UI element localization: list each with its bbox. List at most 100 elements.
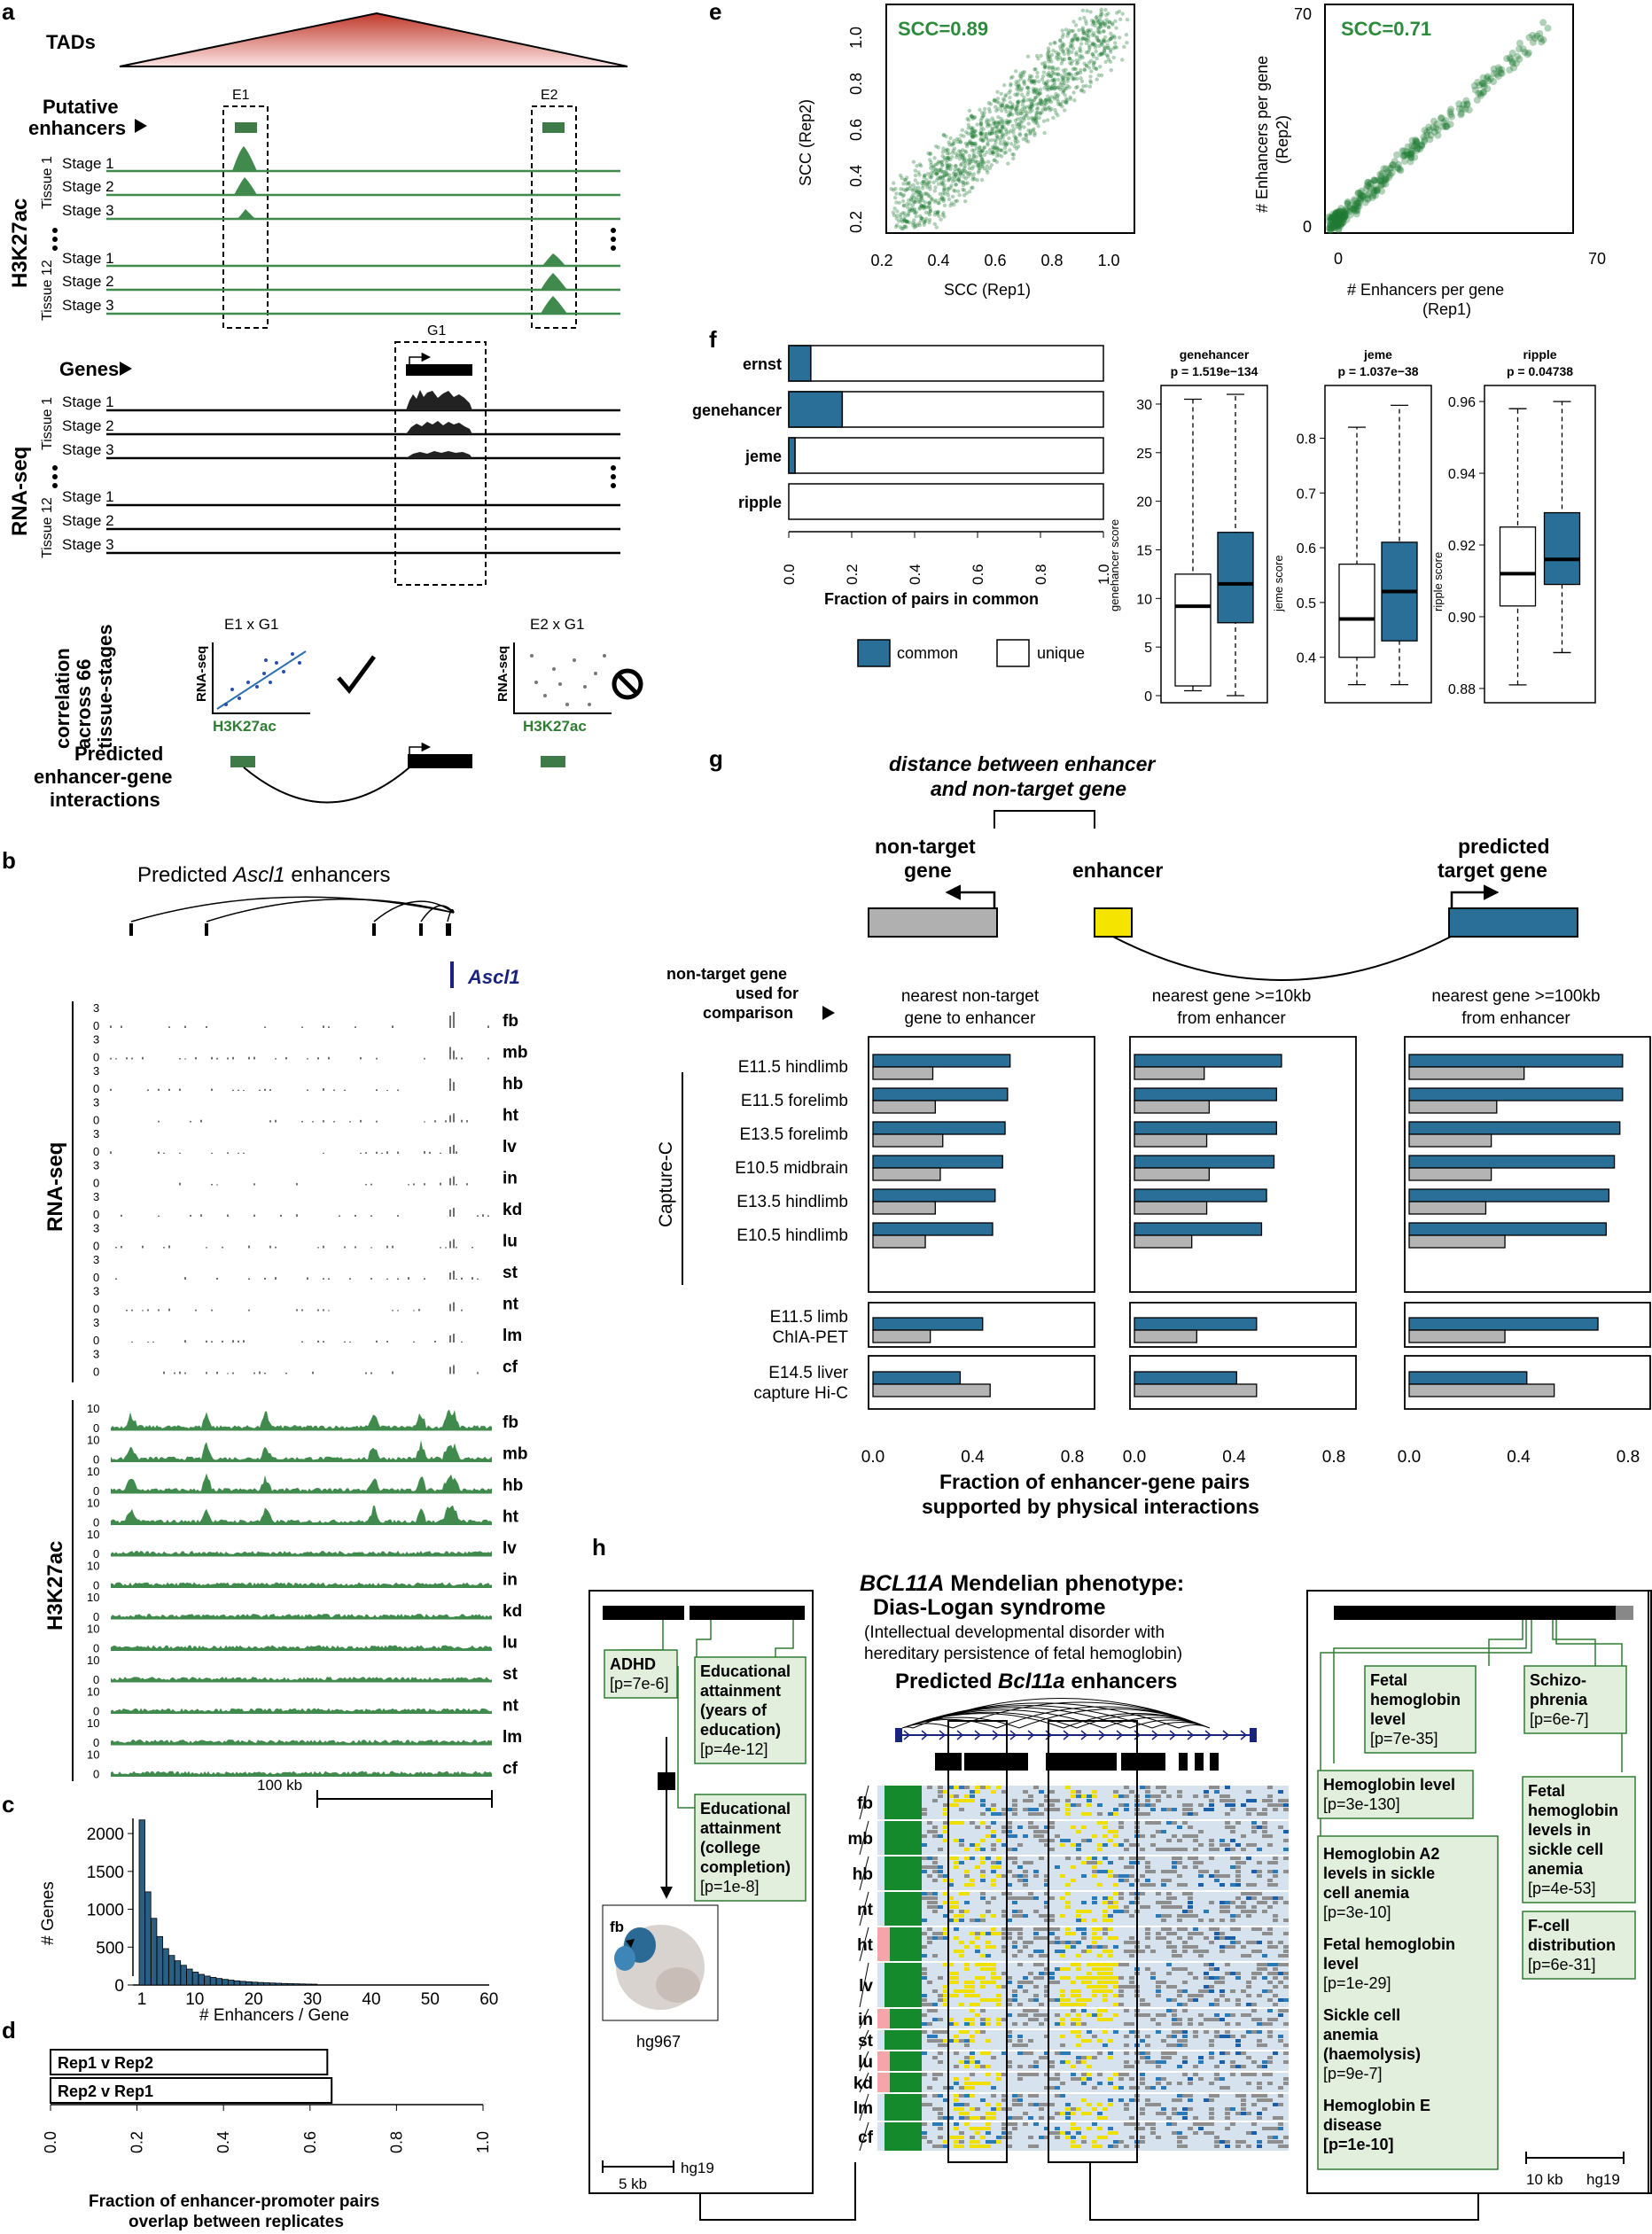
heatmap-cell (1235, 2043, 1241, 2047)
gwas-text: [p=3e-130] (1323, 1795, 1400, 1813)
box-pvalue: p = 0.04738 (1507, 364, 1573, 378)
heatmap-cell (1076, 1914, 1081, 1918)
scatter-point (1016, 91, 1020, 96)
heatmap-cell (1278, 1825, 1283, 1829)
heatmap-cell (1113, 1843, 1118, 1847)
gwas-text: [p=4e-12] (700, 1740, 768, 1758)
heatmap-cell (1060, 1941, 1065, 1944)
scatter-point (937, 167, 941, 173)
e1-label: E1 (232, 88, 250, 103)
heatmap-cell (1033, 1825, 1039, 1829)
tick-label: 0 (1303, 218, 1312, 236)
heatmap-cell (1283, 1901, 1289, 1904)
scatter-point (962, 157, 967, 162)
heatmap-cell (1081, 2039, 1087, 2043)
scatter-point (894, 222, 900, 228)
heatmap-cell (1033, 1994, 1039, 1997)
bar-nontarget (872, 1066, 934, 1080)
tick-label: 0 (93, 1145, 99, 1158)
heatmap-cell (1017, 2098, 1023, 2102)
heatmap-cell (1283, 1870, 1289, 1873)
heatmap-cell (1209, 2116, 1214, 2120)
heatmap-cell (932, 1936, 938, 1940)
scatter-point (1117, 35, 1122, 40)
scatter-point (1056, 66, 1061, 71)
target-gene-box (1448, 907, 1578, 938)
scatter-point (948, 157, 953, 162)
heatmap-cell (1076, 1927, 1081, 1931)
heatmap-cell (1209, 1856, 1214, 1860)
scatter-point (899, 191, 903, 196)
heatmap-cell (1267, 2073, 1273, 2076)
scatter-point (1036, 124, 1040, 128)
h3k27ac-track (111, 1582, 492, 1588)
heatmap-cell (1214, 2035, 1220, 2038)
heatmap-cell (1113, 1892, 1118, 1895)
heatmap-cell (1278, 1972, 1283, 1975)
heatmap-cell (1129, 1883, 1134, 1887)
heatmap-cell (1124, 2122, 1129, 2126)
heatmap-cell (1257, 1994, 1262, 1997)
scatter-point (1061, 49, 1066, 53)
scatter-point (1058, 87, 1063, 92)
heatmap-cell (922, 2013, 927, 2017)
heatmap-cell (927, 1830, 932, 1833)
heatmap-cell (1257, 2039, 1262, 2043)
scatter-point (1106, 25, 1110, 29)
scatter-point (1042, 104, 1047, 108)
scatter-point (1000, 125, 1005, 130)
heatmap-cell (1076, 2056, 1081, 2059)
scatter-point (1094, 15, 1098, 20)
heatmap-cell (1092, 1874, 1097, 1878)
scatter-point (1016, 117, 1020, 121)
scatter-point (911, 196, 916, 200)
scatter-point (1012, 134, 1017, 138)
scatter-point (980, 111, 985, 115)
scatter-point (1057, 55, 1063, 60)
heatmap-cell (986, 2140, 991, 2144)
heatmap-cell (964, 2043, 970, 2047)
heatmap-cell (1246, 1941, 1251, 1944)
scatter-point (1508, 59, 1516, 67)
heatmap-cell (1017, 1825, 1023, 1829)
scatter-point (917, 191, 923, 195)
heatmap-cell (1230, 1919, 1235, 1922)
heatmap-cell (1257, 2086, 1262, 2090)
scatter-point (903, 224, 908, 229)
heatmap-cell (1049, 1821, 1055, 1825)
heatmap-cell (1150, 2018, 1156, 2021)
heatmap-cell (1129, 1954, 1134, 1958)
scatter-point (992, 145, 996, 150)
heatmap-cell (1182, 1941, 1188, 1944)
heatmap-cell (938, 2127, 943, 2130)
heatmap-cell (938, 1874, 943, 1878)
heatmap-cell (996, 1998, 1001, 2002)
row-label: E11.5 hindlimb (738, 1058, 848, 1077)
scatter-point (927, 220, 931, 225)
bar-predicted (1134, 1054, 1282, 1068)
heatmap-cell (1204, 2131, 1209, 2135)
heatmap-cell (1161, 1883, 1166, 1887)
heatmap-cell (1267, 1998, 1273, 2002)
scatter-point (1001, 97, 1006, 102)
scatter-point (952, 188, 956, 193)
scatter-point (1058, 38, 1063, 43)
scatter-point (922, 222, 926, 227)
heatmap-cell (1087, 2039, 1092, 2043)
scatter-point (1025, 113, 1029, 118)
heatmap-cell (1092, 1790, 1097, 1794)
scatter-point (917, 206, 923, 210)
heatmap-cell (1071, 2107, 1076, 2111)
heatmap-cell (1065, 2103, 1071, 2106)
heatmap-cell (1214, 1870, 1220, 1873)
scatter-point (939, 160, 944, 164)
panel-h: ADHD[p=7e-6]Educationalattainment(years … (588, 1571, 1652, 2221)
tick-label: 1000 (87, 1902, 124, 1920)
scatter-point (1018, 120, 1023, 124)
e1g1-fit-line (216, 650, 307, 710)
scatter-point (1051, 115, 1056, 121)
heatmap-cell (1198, 1874, 1204, 1878)
heatmap-cell (1230, 1830, 1235, 1833)
scatter-point (1094, 66, 1099, 72)
scatter-point (901, 203, 907, 208)
